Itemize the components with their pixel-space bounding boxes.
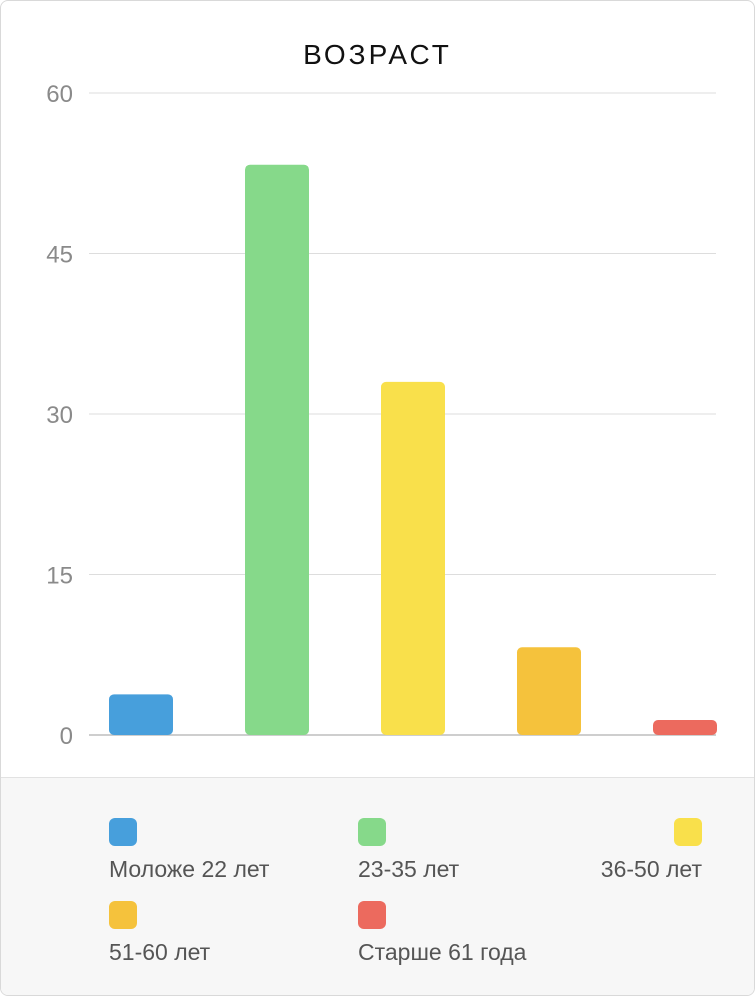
legend-item[interactable]: Моложе 22 лет (109, 818, 269, 883)
legend-label: Моложе 22 лет (109, 856, 270, 882)
bar[interactable] (381, 381, 445, 735)
y-tick-label: 0 (60, 723, 73, 750)
legend-label: 36-50 лет (600, 856, 702, 882)
legend-item[interactable]: 51-60 лет (109, 901, 210, 966)
bar[interactable] (517, 647, 581, 735)
bar-chart: 0 15 30 45 60 (46, 81, 717, 750)
bar[interactable] (653, 720, 717, 735)
legend-label: 23-35 лет (358, 856, 460, 882)
legend-label: 51-60 лет (109, 939, 211, 965)
y-tick-label: 15 (46, 563, 73, 590)
legend-item[interactable]: Старше 61 года (358, 901, 526, 966)
legend-swatch (358, 901, 386, 929)
legend-item[interactable]: 23-35 лет (358, 818, 459, 883)
y-tick-label: 30 (46, 402, 73, 429)
y-tick-label: 45 (46, 242, 73, 269)
legend-swatch (358, 818, 386, 846)
chart-legend: Моложе 22 лет 23-35 лет 36-50 лет 51-60 лет… (1, 777, 754, 995)
bar[interactable] (245, 164, 309, 735)
legend-label: Старше 61 года (358, 939, 527, 965)
y-tick-label: 60 (46, 81, 73, 108)
legend-swatch (109, 901, 137, 929)
legend-item[interactable]: 36-50 лет (601, 818, 702, 883)
bar[interactable] (109, 694, 173, 735)
legend-swatch (109, 818, 137, 846)
legend-swatch (674, 818, 702, 846)
chart-title: ВОЗРАСТ (303, 39, 452, 70)
